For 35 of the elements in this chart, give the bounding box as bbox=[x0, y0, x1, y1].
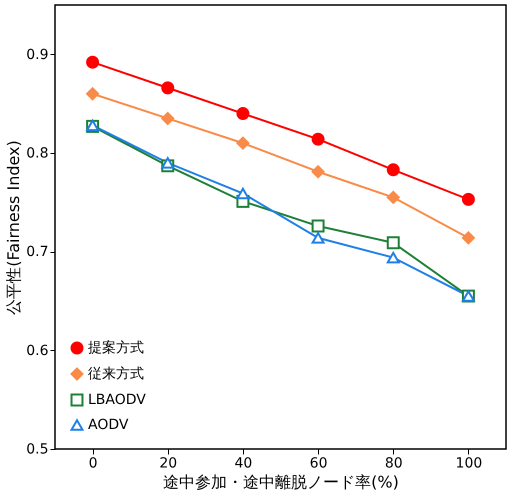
legend-label: 従来方式 bbox=[88, 366, 144, 382]
point bbox=[86, 87, 100, 100]
y-axis-title: 公平性(Fairness Index) bbox=[4, 140, 24, 315]
y-tick-label: 0.6 bbox=[26, 342, 49, 359]
point bbox=[462, 231, 475, 244]
x-axis-title: 途中参加・途中離脱ノード率(%) bbox=[163, 472, 399, 492]
point bbox=[161, 112, 174, 125]
point bbox=[312, 220, 325, 232]
legend-label: 提案方式 bbox=[88, 339, 144, 356]
point bbox=[236, 136, 250, 150]
point bbox=[312, 232, 325, 244]
x-tick-label: 60 bbox=[310, 456, 328, 472]
x-tick-label: 0 bbox=[88, 456, 98, 472]
y-tick-label: 0.7 bbox=[26, 244, 48, 260]
point bbox=[236, 188, 250, 200]
legend-label: LBAODV bbox=[88, 392, 146, 408]
y-tick-label: 0.5 bbox=[26, 442, 48, 458]
x-tick-label: 20 bbox=[159, 456, 178, 472]
point bbox=[462, 192, 475, 206]
y-tick-label: 0.8 bbox=[26, 146, 48, 162]
point bbox=[312, 165, 325, 178]
point bbox=[161, 157, 174, 169]
x-tick-label: 40 bbox=[234, 456, 252, 472]
point bbox=[86, 56, 100, 69]
point bbox=[236, 107, 250, 120]
x-tick-label: 80 bbox=[384, 456, 403, 472]
point bbox=[386, 190, 400, 204]
x-tick-label: 100 bbox=[456, 456, 482, 472]
y-tick-label: 0.9 bbox=[26, 46, 48, 63]
point bbox=[386, 252, 400, 264]
point bbox=[386, 236, 400, 250]
legend-label: AODV bbox=[88, 417, 129, 433]
point bbox=[312, 132, 325, 146]
point bbox=[386, 163, 400, 176]
point bbox=[161, 81, 174, 94]
